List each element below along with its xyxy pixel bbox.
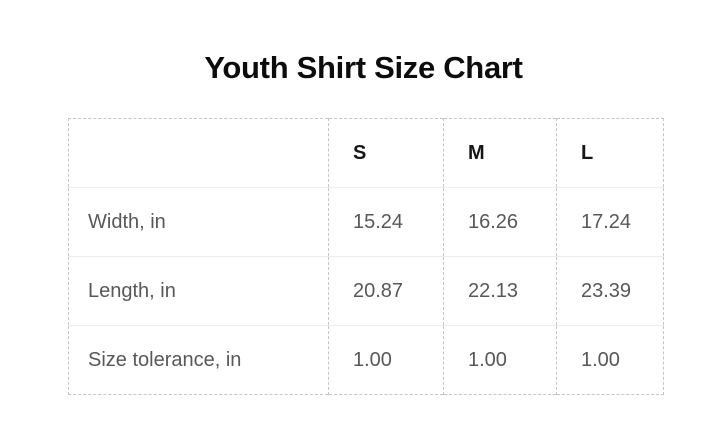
cell-width-s: 15.24 [328,187,444,257]
row-label-width: Width, in [68,187,329,257]
page-title: Youth Shirt Size Chart [204,50,523,85]
table-header-row: S M L [69,118,664,188]
row-label-length: Length, in [68,256,329,326]
cell-length-s: 20.87 [328,256,444,326]
row-label-size-tolerance: Size tolerance, in [68,325,329,395]
header-cell-size-l: L [556,118,664,188]
table-row-width: Width, in 15.24 16.26 17.24 [68,187,664,257]
table-row-length: Length, in 20.87 22.13 23.39 [68,256,664,326]
size-chart-table: S M L Width, in 15.24 16.26 17.24 Length… [68,118,664,395]
header-cell-size-s: S [328,118,444,188]
header-cell-empty [69,119,329,188]
cell-length-l: 23.39 [556,256,664,326]
table-row-size-tolerance: Size tolerance, in 1.00 1.00 1.00 [68,325,664,395]
cell-tolerance-m: 1.00 [443,325,557,395]
cell-width-m: 16.26 [443,187,557,257]
cell-tolerance-s: 1.00 [328,325,444,395]
cell-tolerance-l: 1.00 [556,325,664,395]
header-cell-size-m: M [443,118,557,188]
cell-length-m: 22.13 [443,256,557,326]
cell-width-l: 17.24 [556,187,664,257]
